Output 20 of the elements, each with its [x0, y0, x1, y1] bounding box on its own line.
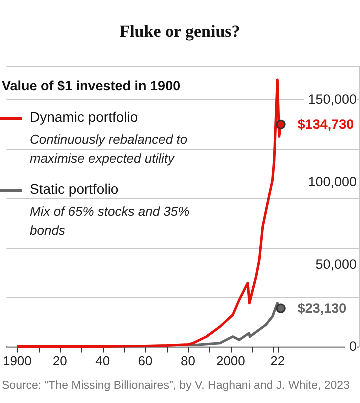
x-tick-label: 1900 — [2, 354, 32, 369]
data-label: $23,130 — [298, 301, 347, 316]
text: Value of $1 invested in 1900 — [2, 78, 181, 94]
x-tick-label: 20 — [52, 354, 68, 369]
annotation: Mix of 65% stocks and 35% bonds — [30, 204, 194, 238]
chart-title: Fluke or genius? — [120, 22, 240, 41]
x-tick-label: 80 — [180, 354, 196, 369]
y-tick-label: 100,000 — [308, 174, 357, 190]
x-tick-label: 2000 — [216, 354, 246, 369]
data-label: $134,730 — [298, 117, 354, 132]
x-tick-label: 22 — [270, 354, 286, 369]
annotation: Continuously rebalanced to maximise expected utility — [30, 132, 192, 166]
y-tick-label: 50,000 — [316, 256, 357, 272]
legend-label: Static portfolio — [30, 181, 119, 197]
y-tick-label: 0 — [349, 339, 357, 354]
source-note: Source: “The Missing Billionaires”, by V. Haghani and J. White, 2023 — [2, 380, 350, 392]
x-tick-label: 40 — [96, 354, 110, 369]
legend-label: Dynamic portfolio — [30, 109, 138, 125]
y-tick-label: 150,000 — [308, 92, 357, 107]
x-tick-label: 60 — [138, 354, 153, 369]
